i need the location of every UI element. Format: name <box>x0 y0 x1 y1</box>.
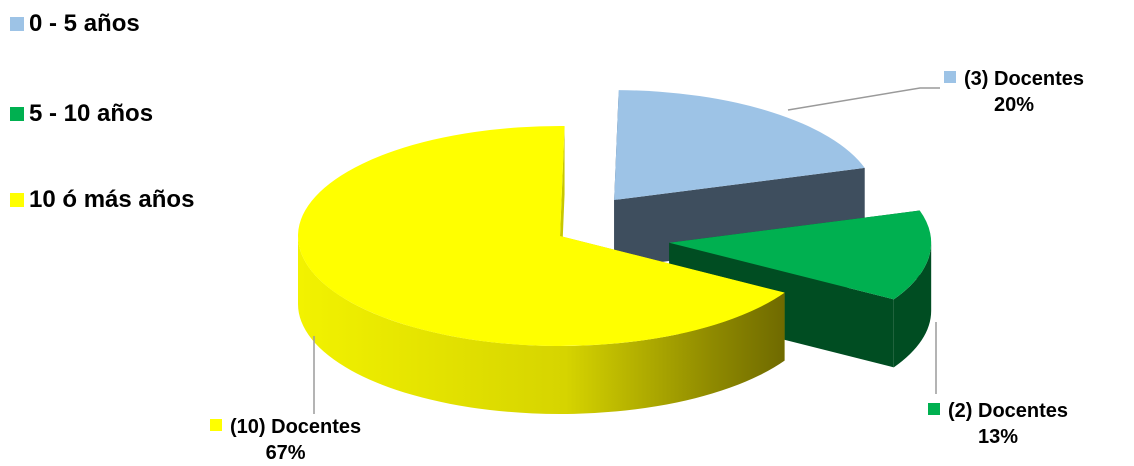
data-label-10-plus: (10) Docentes 67% <box>210 414 361 466</box>
data-label-swatch-0-5 <box>944 71 956 83</box>
data-label-count-10-plus: (10) Docentes <box>230 416 362 438</box>
slice-0-5-top <box>614 90 865 201</box>
legend-swatch-10-plus <box>10 193 24 207</box>
data-label-pct-5-10: 13% <box>978 426 1019 448</box>
data-label-count-0-5: (3) Docentes <box>964 68 1085 90</box>
slice-10-plus-top <box>298 126 785 347</box>
data-label-pct-0-5: 20% <box>994 94 1035 116</box>
leader-line-0-5 <box>787 87 940 111</box>
legend-label-5-10: 5 - 10 años <box>29 100 154 127</box>
data-label-count-5-10: (2) Docentes <box>948 400 1069 422</box>
data-label-pct-10-plus: 67% <box>265 442 306 464</box>
data-label-swatch-5-10 <box>928 403 940 415</box>
legend-item-5-10: 5 - 10 años <box>10 100 153 128</box>
legend-swatch-5-10 <box>10 107 24 121</box>
data-label-5-10: (2) Docentes 13% <box>928 398 1068 450</box>
data-label-0-5: (3) Docentes 20% <box>944 66 1084 118</box>
data-label-swatch-10-plus <box>210 419 222 431</box>
legend-swatch-0-5 <box>10 17 24 31</box>
legend-item-10-plus: 10 ó más años <box>10 186 194 214</box>
legend-label-10-plus: 10 ó más años <box>29 186 195 213</box>
slice-5-10-top <box>669 210 932 300</box>
legend-label-0-5: 0 - 5 años <box>29 10 140 37</box>
slice-10-plus-wall <box>298 236 785 414</box>
legend-item-0-5: 0 - 5 años <box>10 10 140 38</box>
slice-5-10-wall <box>893 242 932 368</box>
